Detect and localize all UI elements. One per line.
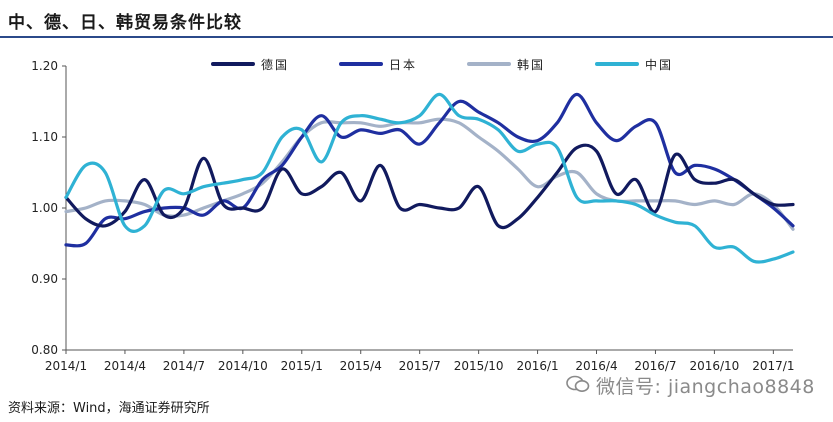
x-tick-label: 2014/4 <box>104 359 146 373</box>
x-tick-label: 2015/7 <box>399 359 441 373</box>
x-tick-label: 2015/10 <box>454 359 504 373</box>
trade-terms-line-chart: 0.80 0.90 1.00 1.10 1.20 2014/1 2014/4 2014/7 20… <box>31 57 795 373</box>
source-note: 资料来源：Wind，海通证券研究所 <box>8 401 210 416</box>
legend-item-korea-label: 韩国 <box>517 57 545 72</box>
y-tick-label: 1.20 <box>31 59 58 73</box>
y-tick-label: 1.00 <box>31 201 58 215</box>
legend-item-china-label: 中国 <box>645 57 673 72</box>
y-tick-label: 1.10 <box>31 130 58 144</box>
watermark-text: 微信号: jiangchao8848 <box>596 376 815 398</box>
chart-series <box>64 92 795 264</box>
chart-legend: 德国 日本 韩国 中国 <box>211 57 673 72</box>
y-tick-label: 0.90 <box>31 272 58 286</box>
wechat-icon <box>566 375 590 392</box>
y-tick-label: 0.80 <box>31 343 58 357</box>
series-line-japan <box>64 92 795 248</box>
series-line-china <box>64 92 795 264</box>
x-tick-label: 2015/1 <box>281 359 323 373</box>
x-tick-label: 2014/10 <box>218 359 268 373</box>
x-tick-label: 2016/7 <box>634 359 676 373</box>
x-tick-label: 2016/1 <box>516 359 558 373</box>
x-tick-label: 2014/1 <box>45 359 87 373</box>
series-line-germany <box>64 143 795 230</box>
chart-axes: 0.80 0.90 1.00 1.10 1.20 2014/1 2014/4 2014/7 20… <box>31 59 794 373</box>
x-tick-label: 2015/4 <box>340 359 382 373</box>
title-divider <box>0 36 833 38</box>
x-tick-label: 2014/7 <box>163 359 205 373</box>
series-line-korea <box>64 117 795 231</box>
legend-item-germany-label: 德国 <box>261 57 289 72</box>
x-tick-label: 2016/4 <box>575 359 617 373</box>
legend-item-japan-label: 日本 <box>389 58 417 72</box>
page-title: 中、德、日、韩贸易条件比较 <box>8 13 242 33</box>
x-tick-label: 2017/1 <box>752 359 794 373</box>
x-tick-label: 2016/10 <box>689 359 739 373</box>
